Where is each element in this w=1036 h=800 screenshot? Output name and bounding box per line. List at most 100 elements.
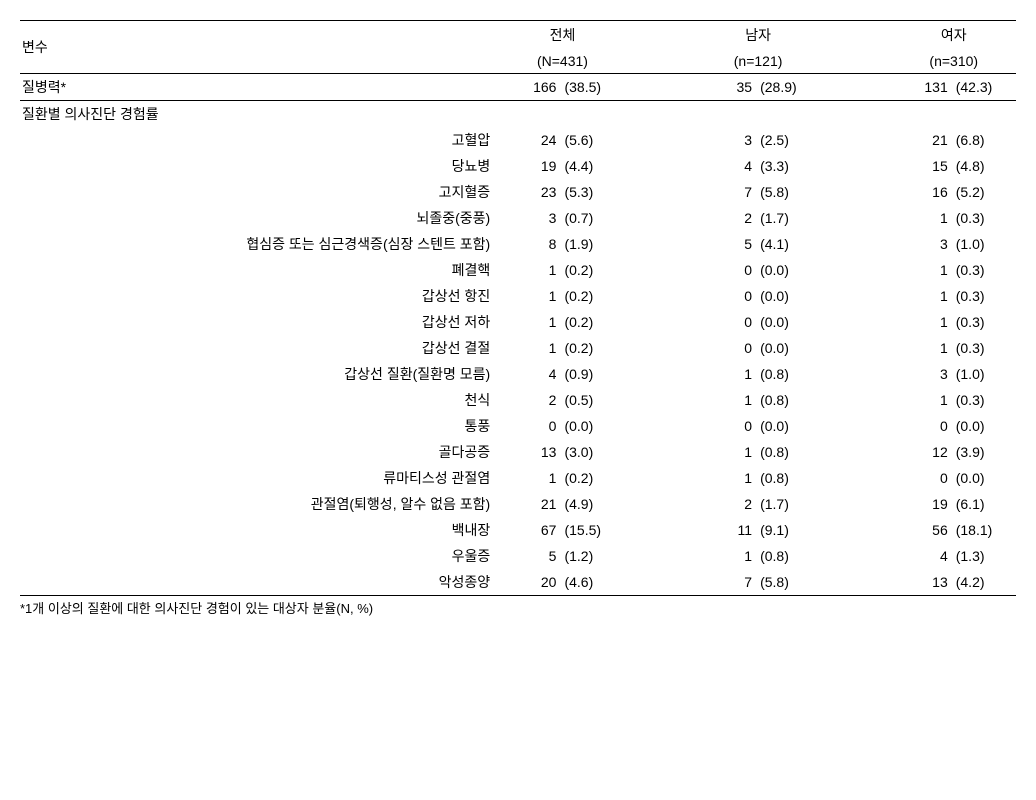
- gap: [625, 283, 696, 309]
- row-label: 악성종양: [20, 569, 500, 596]
- row-label: 우울증: [20, 543, 500, 569]
- table-row: 골다공증13(3.0)1(0.8)12(3.9): [20, 439, 1016, 465]
- cell-n: 11: [696, 517, 758, 543]
- table-row: 우울증5(1.2)1(0.8)4(1.3): [20, 543, 1016, 569]
- gap: [625, 361, 696, 387]
- gap: [625, 21, 696, 50]
- gap: [625, 517, 696, 543]
- cell-n: 23: [500, 179, 562, 205]
- cell-pct: (1.2): [562, 543, 624, 569]
- gap: [625, 491, 696, 517]
- cell-pct: (0.0): [758, 413, 820, 439]
- gap: [625, 543, 696, 569]
- gap: [625, 439, 696, 465]
- row-label: 관절염(퇴행성, 알수 없음 포함): [20, 491, 500, 517]
- table-row: 협심증 또는 심근경색증(심장 스텐트 포함)8(1.9)5(4.1)3(1.0…: [20, 231, 1016, 257]
- cell-pct: (0.3): [954, 257, 1016, 283]
- cell-pct: (0.0): [954, 465, 1016, 491]
- cell-pct: (0.3): [954, 387, 1016, 413]
- cell-n: 4: [891, 543, 953, 569]
- cell-n: 2: [696, 491, 758, 517]
- cell-n: 1: [500, 283, 562, 309]
- gap: [625, 127, 696, 153]
- row-label: 통풍: [20, 413, 500, 439]
- cell-pct: (0.8): [758, 543, 820, 569]
- cell-pct: (5.3): [562, 179, 624, 205]
- cell-n: 3: [696, 127, 758, 153]
- cell-pct: (6.1): [954, 491, 1016, 517]
- gap: [820, 179, 891, 205]
- cell-n: 15: [891, 153, 953, 179]
- gap: [820, 231, 891, 257]
- cell-pct: (0.8): [758, 465, 820, 491]
- cell-pct: (0.3): [954, 335, 1016, 361]
- cell-pct: (4.1): [758, 231, 820, 257]
- row-label: 당뇨병: [20, 153, 500, 179]
- row-label: 갑상선 항진: [20, 283, 500, 309]
- table-body: 질병력* 166 (38.5) 35 (28.9) 131 (42.3) 질환별…: [20, 74, 1016, 596]
- row-label: 협심증 또는 심근경색증(심장 스텐트 포함): [20, 231, 500, 257]
- cell-pct: (1.9): [562, 231, 624, 257]
- cell-n: 131: [891, 74, 953, 101]
- table-row: 고지혈증23(5.3)7(5.8)16(5.2): [20, 179, 1016, 205]
- gap: [625, 205, 696, 231]
- cell-n: 5: [500, 543, 562, 569]
- section-row: 질환별 의사진단 경험률: [20, 101, 1016, 128]
- gap: [625, 179, 696, 205]
- table-row: 폐결핵1(0.2)0(0.0)1(0.3): [20, 257, 1016, 283]
- table-row: 갑상선 질환(질환명 모름)4(0.9)1(0.8)3(1.0): [20, 361, 1016, 387]
- cell-n: 2: [500, 387, 562, 413]
- gap: [820, 49, 891, 74]
- row-label: 질병력*: [20, 74, 500, 101]
- table-row: 갑상선 저하1(0.2)0(0.0)1(0.3): [20, 309, 1016, 335]
- table-row: 갑상선 항진1(0.2)0(0.0)1(0.3): [20, 283, 1016, 309]
- cell-pct: (0.8): [758, 439, 820, 465]
- table-row: 뇌졸중(중풍)3(0.7)2(1.7)1(0.3): [20, 205, 1016, 231]
- row-label: 천식: [20, 387, 500, 413]
- cell-pct: (4.8): [954, 153, 1016, 179]
- row-label: 고지혈증: [20, 179, 500, 205]
- cell-n: 13: [500, 439, 562, 465]
- cell-pct: (1.7): [758, 205, 820, 231]
- cell-n: 1: [696, 361, 758, 387]
- cell-pct: (5.8): [758, 569, 820, 596]
- gap: [820, 543, 891, 569]
- cell-pct: (0.0): [954, 413, 1016, 439]
- table-container: 변수 전체 남자 여자 (N=431) (n=121) (n=310) 질병력*…: [20, 20, 1016, 617]
- header-n-total: (N=431): [500, 49, 625, 74]
- cell-n: 13: [891, 569, 953, 596]
- cell-pct: (3.9): [954, 439, 1016, 465]
- cell-n: 21: [891, 127, 953, 153]
- gap: [820, 153, 891, 179]
- cell-n: 3: [891, 361, 953, 387]
- header-n-male: (n=121): [696, 49, 821, 74]
- cell-n: 1: [891, 257, 953, 283]
- cell-pct: (3.3): [758, 153, 820, 179]
- cell-n: 16: [891, 179, 953, 205]
- header-group-total: 전체: [500, 21, 625, 50]
- cell-n: 1: [500, 309, 562, 335]
- cell-n: 0: [696, 309, 758, 335]
- data-table: 변수 전체 남자 여자 (N=431) (n=121) (n=310) 질병력*…: [20, 20, 1016, 596]
- table-row: 통풍0(0.0)0(0.0)0(0.0): [20, 413, 1016, 439]
- cell-n: 1: [891, 309, 953, 335]
- cell-pct: (0.2): [562, 465, 624, 491]
- cell-n: 0: [696, 335, 758, 361]
- cell-n: 67: [500, 517, 562, 543]
- cell-n: 56: [891, 517, 953, 543]
- gap: [820, 205, 891, 231]
- gap: [625, 49, 696, 74]
- cell-n: 35: [696, 74, 758, 101]
- cell-pct: (1.0): [954, 231, 1016, 257]
- gap: [820, 21, 891, 50]
- gap: [820, 439, 891, 465]
- gap: [625, 465, 696, 491]
- header-group-female: 여자: [891, 21, 1016, 50]
- header-row-1: 변수 전체 남자 여자: [20, 21, 1016, 50]
- gap: [820, 361, 891, 387]
- header-group-male: 남자: [696, 21, 821, 50]
- cell-pct: (0.3): [954, 205, 1016, 231]
- table-row: 류마티스성 관절염1(0.2)1(0.8)0(0.0): [20, 465, 1016, 491]
- row-label: 갑상선 질환(질환명 모름): [20, 361, 500, 387]
- cell-pct: (0.3): [954, 283, 1016, 309]
